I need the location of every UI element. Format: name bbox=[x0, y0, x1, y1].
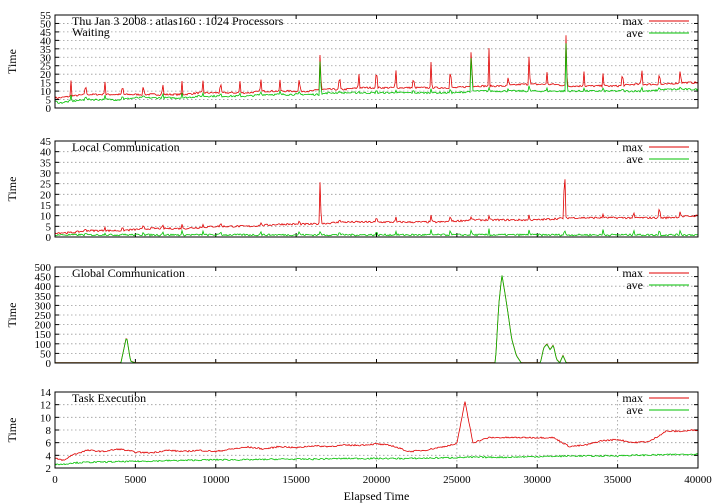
y-tick-label: 14 bbox=[40, 387, 52, 399]
x-tick-label: 15000 bbox=[282, 474, 310, 486]
panel-subtitle: Waiting bbox=[72, 25, 110, 39]
plot-frame bbox=[54, 14, 699, 109]
plot-frame bbox=[54, 140, 699, 238]
x-axis-label: Elapsed Time bbox=[344, 489, 410, 503]
y-tick-label: 45 bbox=[40, 27, 52, 39]
y-tick-label: 100 bbox=[35, 339, 52, 351]
y-tick-label: 12 bbox=[40, 400, 51, 412]
series-line-ave bbox=[54, 452, 699, 466]
y-tick-label: 50 bbox=[40, 348, 52, 360]
x-tick-label: 5000 bbox=[124, 474, 147, 486]
y-tick-label: 8 bbox=[46, 425, 52, 437]
y-axis-label: Time bbox=[5, 303, 19, 328]
series-line-max bbox=[54, 179, 699, 235]
series-line-max bbox=[54, 35, 699, 100]
plot-frame bbox=[54, 391, 699, 469]
panel-title: Task Execution bbox=[72, 391, 146, 405]
y-tick-label: 10 bbox=[40, 412, 52, 424]
y-tick-label: 150 bbox=[35, 329, 52, 341]
y-tick-label: 30 bbox=[40, 52, 52, 64]
panel-title: Local Communication bbox=[72, 140, 180, 154]
y-tick-label: 0 bbox=[46, 103, 52, 115]
panel-title: Global Communication bbox=[72, 266, 185, 280]
legend-label-ave: ave bbox=[626, 26, 643, 40]
legend-label-max: max bbox=[622, 14, 643, 28]
x-tick-label: 0 bbox=[52, 474, 58, 486]
y-tick-label: 10 bbox=[40, 211, 52, 223]
y-tick-label: 300 bbox=[35, 300, 52, 312]
series-line-max bbox=[54, 401, 698, 462]
legend-label-max: max bbox=[622, 391, 643, 405]
y-tick-label: 0 bbox=[46, 232, 52, 244]
y-tick-label: 450 bbox=[35, 272, 52, 284]
y-tick-label: 15 bbox=[40, 78, 52, 90]
y-tick-label: 400 bbox=[35, 281, 52, 293]
y-tick-label: 6 bbox=[46, 438, 52, 450]
x-tick-label: 20000 bbox=[363, 474, 391, 486]
legend-label-ave: ave bbox=[626, 403, 643, 417]
series-line-ave bbox=[54, 43, 699, 104]
y-tick-label: 30 bbox=[40, 168, 52, 180]
x-tick-label: 30000 bbox=[524, 474, 552, 486]
y-tick-label: 40 bbox=[40, 35, 52, 47]
series-line-ave bbox=[55, 275, 698, 364]
plot-frame bbox=[54, 266, 699, 364]
legend-label-max: max bbox=[622, 266, 643, 280]
y-tick-label: 5 bbox=[46, 95, 52, 107]
x-tick-label: 35000 bbox=[604, 474, 632, 486]
y-tick-label: 35 bbox=[40, 44, 52, 56]
y-axis-label: Time bbox=[5, 177, 19, 202]
legend-label-ave: ave bbox=[626, 152, 643, 166]
y-tick-label: 500 bbox=[35, 262, 52, 274]
y-tick-label: 35 bbox=[40, 157, 52, 169]
y-tick-label: 350 bbox=[35, 291, 52, 303]
x-tick-label: 10000 bbox=[202, 474, 230, 486]
legend-label-max: max bbox=[622, 140, 643, 154]
x-tick-label: 40000 bbox=[684, 474, 712, 486]
y-axis-label: Time bbox=[5, 49, 19, 74]
y-tick-label: 20 bbox=[40, 189, 52, 201]
series-line-ave bbox=[54, 228, 699, 237]
series-line-max bbox=[55, 275, 698, 364]
legend-label-ave: ave bbox=[626, 278, 643, 292]
y-tick-label: 40 bbox=[40, 147, 52, 159]
y-tick-label: 2 bbox=[46, 463, 52, 475]
y-tick-label: 45 bbox=[40, 136, 52, 148]
y-tick-label: 20 bbox=[40, 69, 52, 81]
y-tick-label: 5 bbox=[46, 221, 52, 233]
y-tick-label: 50 bbox=[40, 18, 52, 30]
y-tick-label: 55 bbox=[40, 10, 52, 22]
y-tick-label: 25 bbox=[40, 61, 52, 73]
y-axis-label: Time bbox=[5, 418, 19, 443]
y-tick-label: 4 bbox=[46, 450, 52, 462]
y-tick-label: 200 bbox=[35, 320, 52, 332]
y-tick-label: 15 bbox=[40, 200, 52, 212]
y-tick-label: 0 bbox=[46, 358, 52, 370]
y-tick-label: 25 bbox=[40, 179, 52, 191]
panel-title: Thu Jan 3 2008 : atlas160 : 1024 Process… bbox=[72, 14, 284, 28]
y-tick-label: 10 bbox=[40, 86, 52, 98]
y-tick-label: 250 bbox=[35, 310, 52, 322]
x-tick-label: 25000 bbox=[443, 474, 471, 486]
